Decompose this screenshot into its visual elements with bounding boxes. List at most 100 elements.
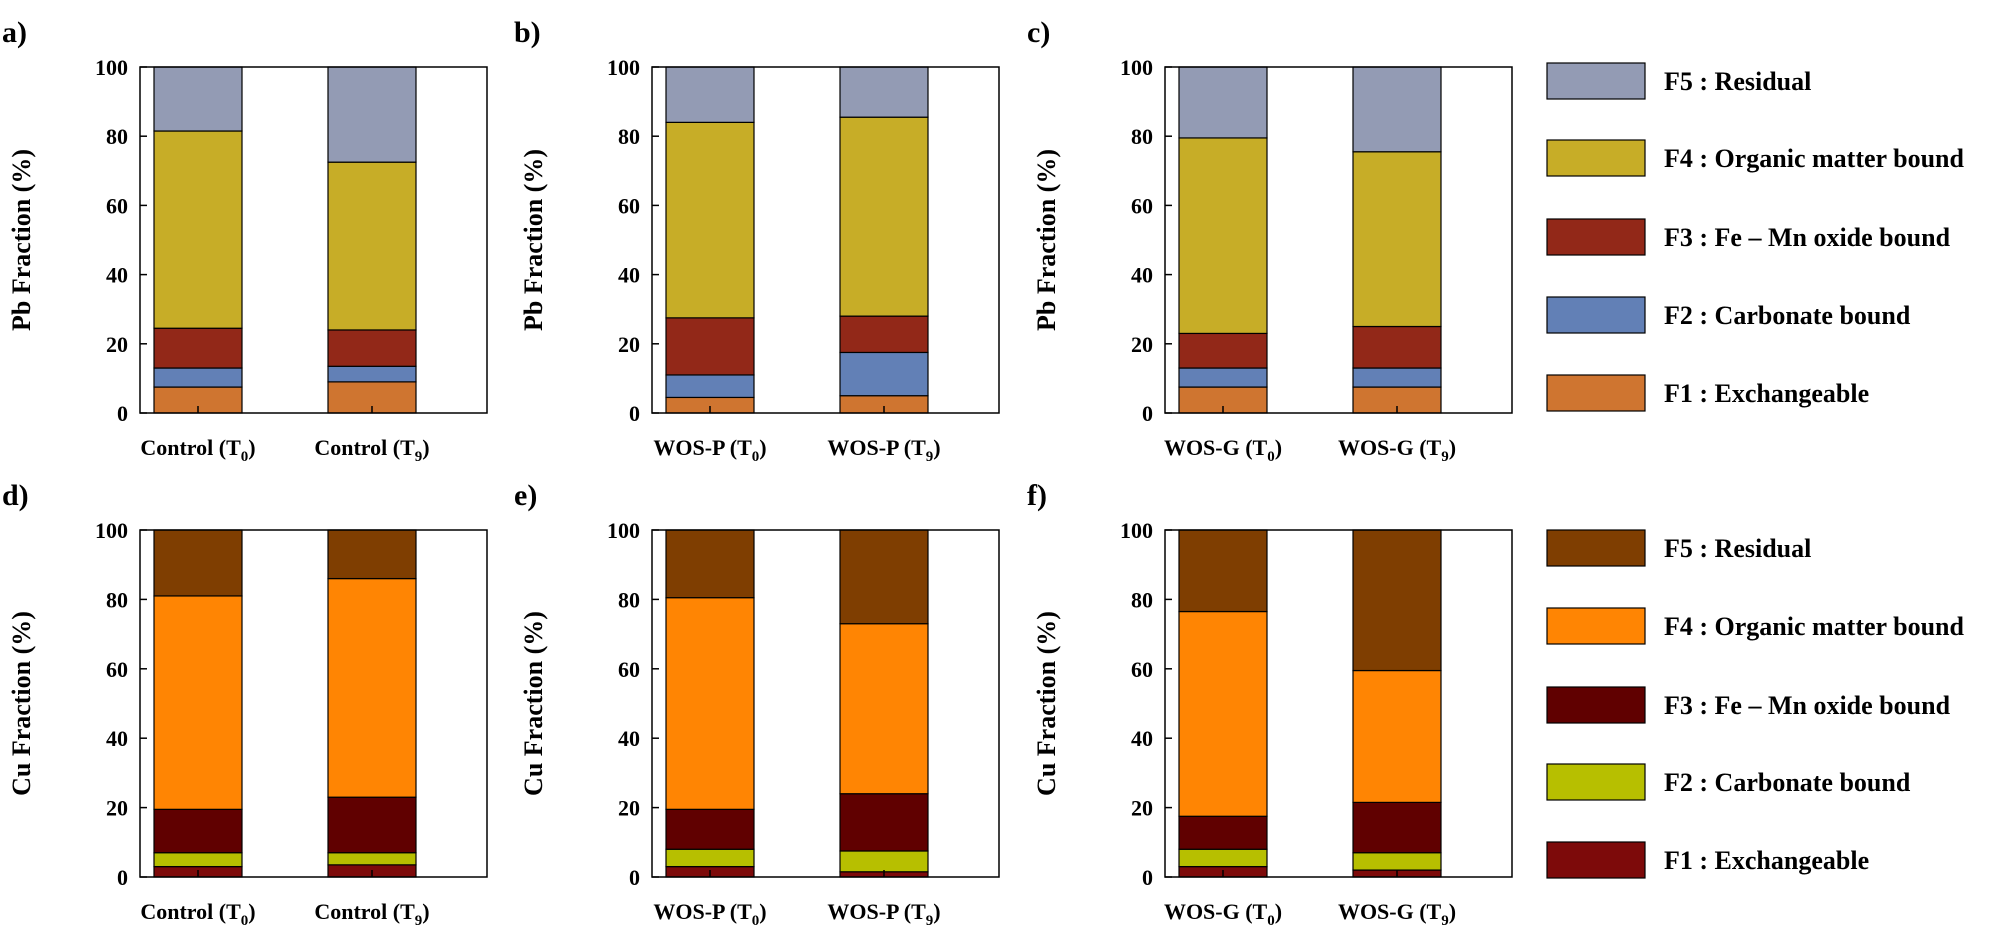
y-tick-label: 20 (1131, 332, 1153, 357)
x-category-label: WOS-G (T9) (1338, 435, 1456, 465)
y-tick-label: 60 (106, 193, 128, 218)
y-tick-label: 40 (618, 726, 640, 751)
panel-label: a) (2, 16, 27, 49)
y-tick-label: 60 (618, 193, 640, 218)
legend-swatch (1546, 841, 1646, 879)
bar-segment-2-f5 (839, 66, 929, 118)
legend-label: F5 : Residual (1664, 534, 1811, 563)
bar-segment-2-f3 (839, 793, 929, 852)
y-axis-label: Pb Fraction (%) (519, 149, 548, 331)
bar-segment-1-f5 (665, 529, 755, 599)
y-tick-label: 100 (95, 55, 128, 80)
bar-segment-2-f3 (1352, 325, 1442, 369)
bar-segment-1-f5 (1178, 529, 1268, 613)
y-tick-label: 20 (618, 332, 640, 357)
legend-label: F2 : Carbonate bound (1664, 768, 1911, 797)
y-axis-label: Pb Fraction (%) (7, 149, 36, 331)
bar-segment-1-f2 (153, 852, 243, 868)
y-tick-label: 40 (618, 263, 640, 288)
bar-segment-1-f5 (153, 529, 243, 597)
legend-swatch (1546, 763, 1646, 801)
bar-segment-2-f4 (327, 577, 417, 798)
legend-swatch (1546, 139, 1646, 177)
y-tick-label: 100 (1120, 55, 1153, 80)
x-category-label: WOS-G (T0) (1164, 899, 1282, 926)
bar-segment-2-f3 (839, 315, 929, 354)
y-tick-label: 40 (106, 263, 128, 288)
legend-swatch (1546, 686, 1646, 724)
y-tick-label: 0 (117, 401, 128, 426)
chart-panel-f: 0 20 40 60 80 100 WOS-G (T0) WOS-G (T9) Cu Fract… (1027, 479, 1513, 926)
bar-segment-1-f2 (665, 374, 755, 399)
plot-frame (1164, 66, 1513, 414)
panel-label: f) (1027, 479, 1047, 512)
bar-segment-2-f5 (327, 529, 417, 580)
bar-segment-1-f3 (665, 317, 755, 376)
legend-swatch (1546, 607, 1646, 645)
bar-segment-2-f2 (1352, 367, 1442, 388)
y-tick-label: 100 (95, 518, 128, 543)
plot-frame (139, 66, 488, 414)
y-tick-label: 20 (106, 796, 128, 821)
chart-panel-a: 0 20 40 60 80 100 Control (T0) Control (T9) Pb F… (2, 16, 488, 465)
bar-segment-1-f5 (153, 66, 243, 132)
legend-swatch (1546, 62, 1646, 100)
bar-segment-1-f2 (665, 848, 755, 868)
y-tick-label: 0 (1142, 401, 1153, 426)
y-tick-label: 80 (618, 587, 640, 612)
legend-label: F3 : Fe – Mn oxide bound (1664, 223, 1951, 252)
bar-segment-2-f3 (327, 329, 417, 367)
x-category-label: WOS-G (T0) (1164, 435, 1282, 465)
x-category-label: WOS-G (T9) (1338, 899, 1456, 926)
chart-panel-b: 0 20 40 60 80 100 WOS-P (T0) WOS-P (T9) Pb Fract… (514, 16, 1000, 465)
bar-segment-1-f2 (1178, 367, 1268, 388)
y-tick-label: 60 (106, 657, 128, 682)
x-category-label: Control (T9) (314, 435, 429, 465)
chart-panel-e: 0 20 40 60 80 100 WOS-P (T0) WOS-P (T9) Cu Fract… (514, 479, 1000, 926)
bar-segment-1-f3 (665, 808, 755, 850)
legend-label: F4 : Organic matter bound (1664, 612, 1964, 641)
plot-frame (139, 529, 488, 878)
bar-segment-2-f2 (839, 351, 929, 397)
bar-segment-2-f5 (327, 66, 417, 163)
y-tick-label: 60 (1131, 657, 1153, 682)
bar-segment-2-f5 (1352, 66, 1442, 153)
y-tick-label: 40 (106, 726, 128, 751)
y-tick-label: 20 (618, 796, 640, 821)
bar-segment-1-f4 (153, 130, 243, 329)
legend-swatch (1546, 529, 1646, 567)
legend-label: F1 : Exchangeable (1664, 379, 1869, 408)
x-category-label: WOS-P (T0) (653, 435, 766, 465)
y-tick-label: 80 (618, 124, 640, 149)
bar-segment-1-f3 (1178, 332, 1268, 369)
y-tick-label: 0 (629, 865, 640, 890)
y-axis-label: Cu Fraction (%) (7, 611, 36, 796)
bar-segment-2-f4 (1352, 669, 1442, 803)
plot-frame (651, 529, 1000, 878)
y-axis-label: Pb Fraction (%) (1032, 149, 1061, 331)
y-tick-label: 100 (607, 518, 640, 543)
bar-segment-1-f2 (153, 367, 243, 388)
bar-segment-2-f4 (839, 623, 929, 795)
y-tick-label: 60 (1131, 193, 1153, 218)
y-tick-label: 40 (1131, 263, 1153, 288)
y-tick-label: 80 (1131, 587, 1153, 612)
x-category-label: Control (T0) (140, 435, 255, 465)
bar-segment-1-f4 (1178, 610, 1268, 817)
plot-frame (1164, 529, 1513, 878)
bar-segment-1-f4 (665, 121, 755, 319)
legend-swatch (1546, 218, 1646, 256)
x-category-label: Control (T9) (314, 899, 429, 926)
bar-segment-2-f5 (839, 529, 929, 625)
x-category-label: Control (T0) (140, 899, 255, 926)
x-category-label: WOS-P (T9) (827, 435, 940, 465)
legend-label: F5 : Residual (1664, 67, 1811, 96)
bar-segment-1-f5 (665, 66, 755, 123)
bar-segment-2-f2 (327, 365, 417, 383)
x-category-label: WOS-P (T0) (653, 899, 766, 926)
bar-segment-2-f4 (327, 161, 417, 331)
plot-frame (651, 66, 1000, 414)
bar-segment-2-f3 (1352, 801, 1442, 854)
legend-pb: F5 : Residual F4 : Organic matter bound F3… (1546, 62, 1964, 412)
